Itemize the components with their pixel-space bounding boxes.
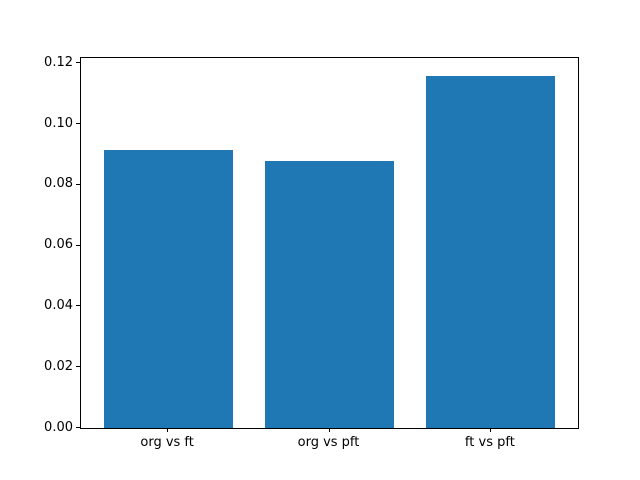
x-tick-label: org vs ft	[140, 435, 194, 450]
x-tick-mark	[167, 428, 169, 432]
bar-org-vs-ft	[103, 150, 233, 428]
y-tick-mark	[76, 366, 80, 368]
y-tick-label: 0.00	[44, 419, 73, 435]
x-tick-mark	[489, 428, 491, 432]
y-tick-mark	[76, 427, 80, 428]
y-tick-label: 0.02	[44, 358, 73, 374]
x-tick-mark	[328, 428, 330, 432]
x-tick-label: ft vs pft	[464, 435, 515, 450]
y-tick-label: 0.10	[44, 115, 73, 131]
y-tick-mark	[76, 183, 80, 185]
y-tick-label: 0.04	[44, 297, 73, 313]
y-tick-mark	[76, 244, 80, 246]
plot-area	[80, 57, 579, 429]
y-tick-label: 0.08	[44, 176, 73, 192]
y-tick-mark	[76, 123, 80, 125]
y-tick-mark	[76, 62, 80, 64]
bar-ft-vs-pft	[426, 75, 556, 428]
y-tick-label: 0.06	[44, 237, 73, 253]
bar-org-vs-pft	[264, 160, 395, 428]
x-tick-label: org vs pft	[297, 435, 360, 450]
y-tick-mark	[76, 305, 80, 307]
y-tick-label: 0.12	[44, 54, 73, 70]
